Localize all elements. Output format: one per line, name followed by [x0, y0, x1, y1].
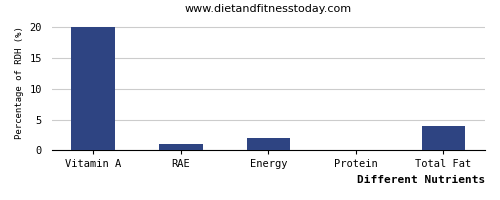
Bar	[159, 144, 202, 150]
Title: www.dietandfitnesstoday.com: www.dietandfitnesstoday.com	[185, 4, 352, 14]
Bar	[246, 138, 290, 150]
Bar	[422, 126, 466, 150]
X-axis label: Different Nutrients: Different Nutrients	[357, 175, 485, 185]
Y-axis label: Percentage of RDH (%): Percentage of RDH (%)	[15, 26, 24, 139]
Bar	[72, 27, 115, 150]
